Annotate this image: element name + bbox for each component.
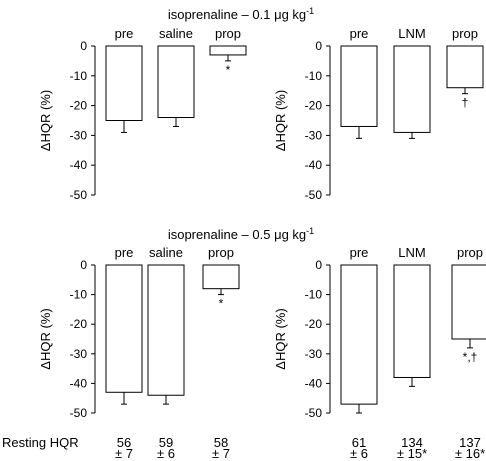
panel3-resting-hqr-sem: ± 7 [115,446,133,461]
panel1-title: isoprenaline – 0.1 μg kg-1 [168,6,314,22]
panel1-y-tick-label: -30 [70,128,88,142]
panel3-bar [105,264,143,393]
panel4-resting-hqr-sem: ± 15* [397,446,427,461]
panel1-y-tick-label: 0 [80,39,87,53]
panel1-category-label: saline [159,26,193,41]
panel3-category-label: prop [208,245,234,260]
panel4-bar [340,264,378,405]
panel1-category-label: pre [115,26,134,41]
panel3-y-tick-label: -30 [70,347,88,361]
panel2-y-tick-label: -40 [305,158,323,172]
panel2-bar [446,45,484,89]
panel3-y-tick-label: -10 [70,288,88,302]
panel4-y-tick-label: 0 [315,258,322,272]
panel4-resting-hqr-sem: ± 16* [455,446,485,461]
panel4-resting-hqr-mean: 137 [459,435,481,450]
panel2-category-label: pre [350,26,369,41]
resting-hqr-label: Resting HQR [2,435,79,450]
panel3-resting-hqr-sem: ± 6 [157,446,175,461]
panel2-category-label: prop [452,26,478,41]
panel4-category-label: LNM [398,245,425,260]
panel1-y-tick-label: -20 [70,99,88,113]
panel4-resting-hqr-mean: 61 [352,435,366,450]
panel1-bar [157,45,195,119]
panel3-resting-hqr-mean: 58 [214,435,228,450]
panel2-y-tick-label: -50 [305,188,323,202]
panel2-y-tick-label: -20 [305,99,323,113]
panel2-y-tick-label: 0 [315,39,322,53]
panel2-bar [393,45,431,133]
panel1-y-tick-label: -40 [70,158,88,172]
panel1-bar [105,45,143,121]
panel4-bar [451,264,486,340]
panel1-bar [209,45,247,56]
panel1-category-label: prop [215,26,241,41]
panel2-y-tick-label: -30 [305,128,323,142]
panel4-y-tick-label: -10 [305,288,323,302]
panel3-significance-mark: * [219,297,224,311]
panel3-y-tick-label: -50 [70,406,88,420]
panel4-category-label: pre [350,245,369,260]
panel3-resting-hqr-mean: 59 [159,435,173,450]
panel2-y-axis-label: ΔHQR (%) [273,90,288,151]
panel3-category-label: pre [115,245,134,260]
panel3-resting-hqr-sem: ± 7 [212,446,230,461]
panel2-significance-mark: † [462,96,469,110]
panel3-y-axis-label: ΔHQR (%) [38,308,53,369]
panel3-bar [202,264,240,290]
panel3-y-tick-label: -40 [70,376,88,390]
panel4-y-tick-label: -20 [305,317,323,331]
panel4-bar [393,264,431,378]
panel4-resting-hqr-mean: 134 [401,435,423,450]
panel4-category-label: prop [457,245,483,260]
panel2-y-tick-label: -10 [305,69,323,83]
panel3-bar [147,264,185,396]
panel2-bar [340,45,378,127]
panel3-y-tick-label: 0 [80,258,87,272]
panel4-y-tick-label: -50 [305,406,323,420]
panel4-y-axis-label: ΔHQR (%) [273,308,288,369]
panel1-y-tick-label: -10 [70,69,88,83]
panel3-title: isoprenaline – 0.5 μg kg-1 [168,226,314,242]
panel3-y-tick-label: -20 [70,317,88,331]
panel2-category-label: LNM [398,26,425,41]
panel1-significance-mark: * [226,63,231,77]
panel4-significance-mark: *,† [463,350,478,364]
panel3-category-label: saline [149,245,183,260]
panel3-resting-hqr-mean: 56 [117,435,131,450]
panel4-resting-hqr-sem: ± 6 [350,446,368,461]
panel1-y-axis-label: ΔHQR (%) [38,90,53,151]
panel4-y-tick-label: -40 [305,376,323,390]
panel4-y-tick-label: -30 [305,347,323,361]
panel1-y-tick-label: -50 [70,188,88,202]
